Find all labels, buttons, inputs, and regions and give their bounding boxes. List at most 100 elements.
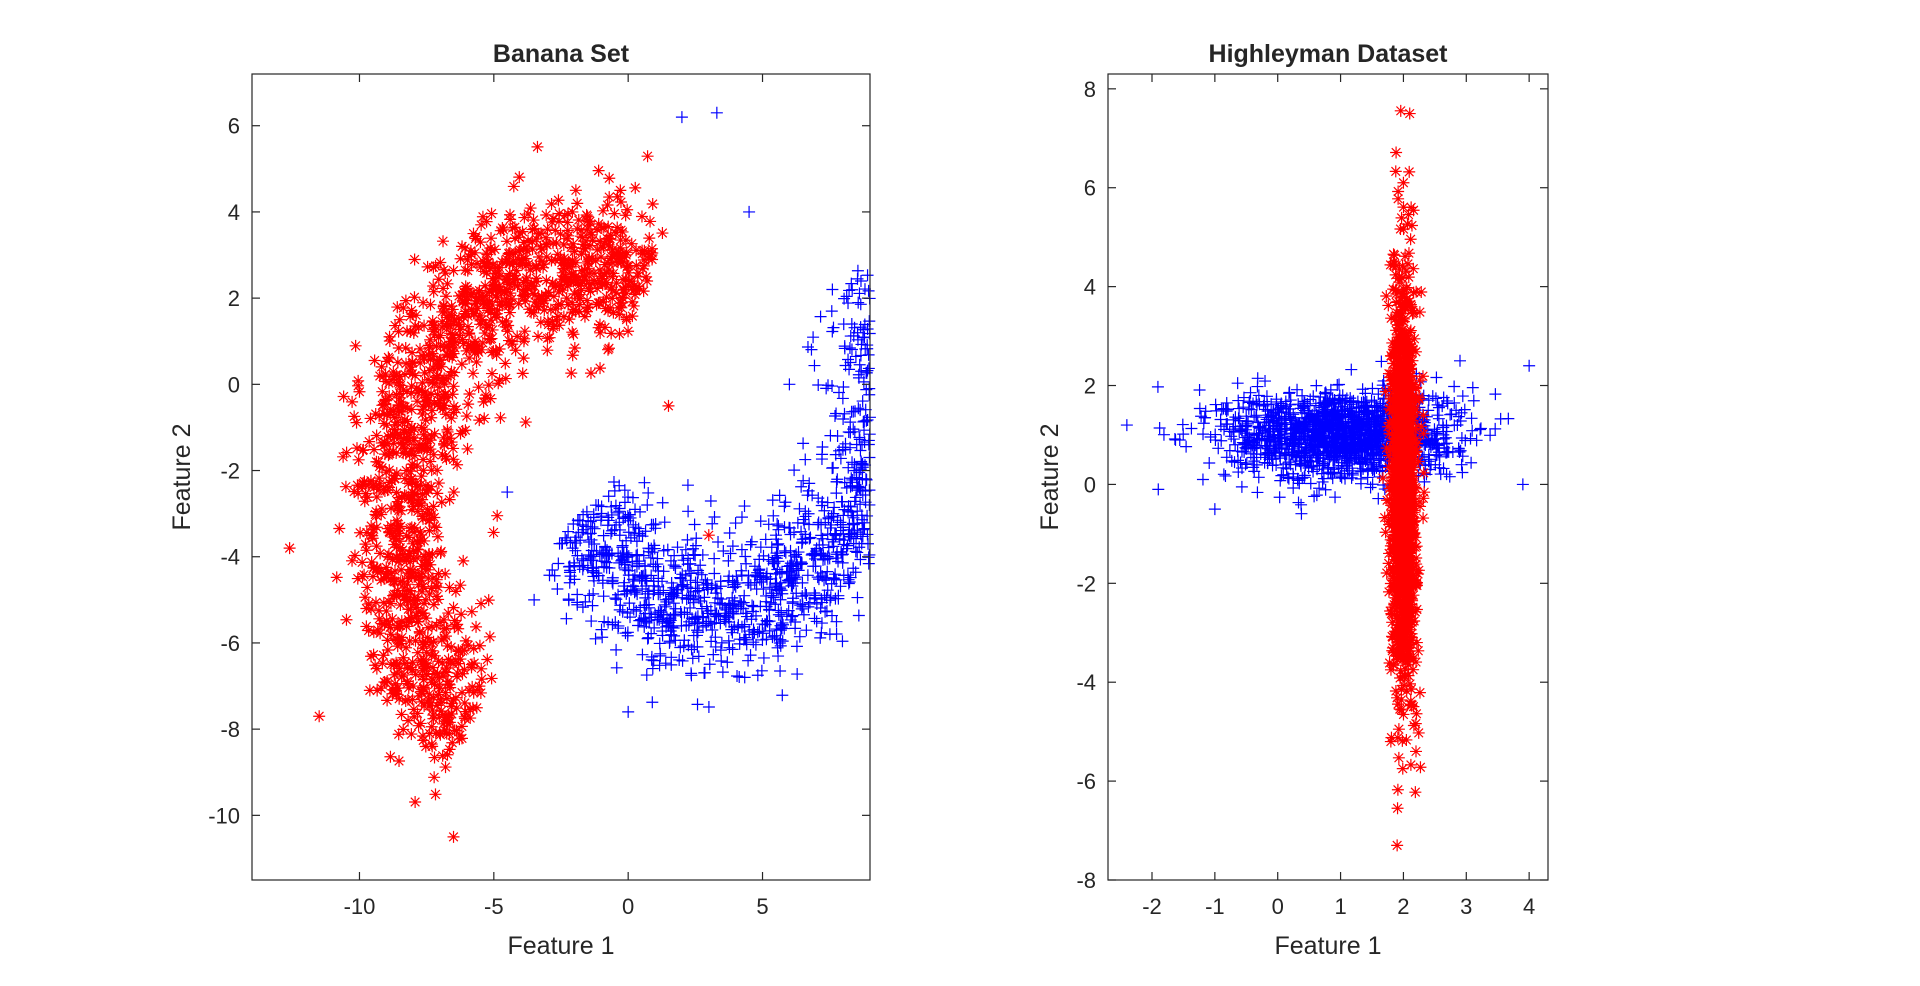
data-point [644, 215, 657, 228]
data-point [444, 327, 457, 340]
data-point [619, 556, 632, 569]
data-point [610, 518, 623, 531]
data-point [456, 333, 469, 346]
data-point [613, 505, 626, 518]
data-point [448, 620, 461, 633]
data-point [518, 288, 531, 301]
data-point [448, 366, 461, 379]
data-point [642, 542, 655, 555]
data-point [820, 382, 833, 395]
data-point [630, 259, 643, 272]
data-point [381, 694, 394, 707]
data-point [708, 596, 721, 609]
data-point [371, 684, 384, 697]
data-point [645, 653, 658, 666]
data-point [852, 402, 865, 415]
data-point [516, 367, 529, 380]
data-point [585, 228, 598, 241]
data-point [584, 554, 597, 567]
data-point [400, 641, 413, 654]
data-point [849, 350, 862, 363]
data-point [706, 517, 719, 530]
data-point [502, 319, 515, 332]
data-point [393, 535, 406, 548]
data-point [528, 593, 541, 606]
data-point [853, 431, 866, 444]
data-point [667, 622, 680, 635]
data-point [447, 601, 460, 614]
data-point [459, 634, 472, 647]
data-point [633, 555, 646, 568]
data-point [454, 579, 467, 592]
data-point [1413, 686, 1426, 699]
data-point [691, 576, 704, 589]
data-point [346, 395, 359, 408]
data-point [468, 346, 481, 359]
data-point [469, 297, 482, 310]
data-point [360, 526, 373, 539]
data-point [484, 314, 497, 327]
data-point [812, 573, 825, 586]
data-point [437, 299, 450, 312]
data-point [408, 291, 421, 304]
data-point [731, 577, 744, 590]
data-point [434, 256, 447, 269]
data-point [674, 641, 687, 654]
data-point [464, 712, 477, 725]
data-point [545, 254, 558, 267]
data-point [480, 260, 493, 273]
data-point [408, 488, 421, 501]
data-point [430, 579, 443, 592]
data-point [821, 528, 834, 541]
data-point [439, 267, 452, 280]
data-point [410, 382, 423, 395]
data-point [398, 442, 411, 455]
data-point [639, 525, 652, 538]
data-point [669, 602, 682, 615]
data-point [381, 550, 394, 563]
data-point [776, 689, 789, 702]
data-point [1456, 466, 1469, 479]
data-point [692, 592, 705, 605]
data-point [383, 335, 396, 348]
data-point [815, 453, 828, 466]
data-point [639, 591, 652, 604]
data-point [1319, 483, 1332, 496]
data-point [861, 364, 874, 377]
data-point [568, 341, 581, 354]
data-point [468, 246, 481, 259]
data-point [504, 246, 517, 259]
data-point [500, 235, 513, 248]
data-point [439, 408, 452, 421]
data-point [1389, 165, 1402, 178]
data-point [848, 321, 861, 334]
data-point [461, 442, 474, 455]
data-point [667, 597, 680, 610]
data-point [681, 533, 694, 546]
data-point [423, 688, 436, 701]
data-point [857, 375, 870, 388]
data-point [597, 295, 610, 308]
data-point [367, 626, 380, 639]
data-point [806, 489, 819, 502]
data-point [665, 628, 678, 641]
data-point [448, 342, 461, 355]
data-point [630, 244, 643, 257]
data-point [662, 399, 675, 412]
data-point [462, 310, 475, 323]
data-point [462, 398, 475, 411]
data-point [747, 636, 760, 649]
data-point [642, 252, 655, 265]
data-point [423, 514, 436, 527]
data-point [627, 580, 640, 593]
data-point [408, 253, 421, 266]
data-point [635, 210, 648, 223]
data-point [506, 258, 519, 271]
data-point [546, 276, 559, 289]
data-point [1310, 379, 1323, 392]
data-point [390, 447, 403, 460]
data-point [716, 598, 729, 611]
data-point [554, 228, 567, 241]
data-point [647, 518, 660, 531]
data-point [846, 283, 859, 296]
